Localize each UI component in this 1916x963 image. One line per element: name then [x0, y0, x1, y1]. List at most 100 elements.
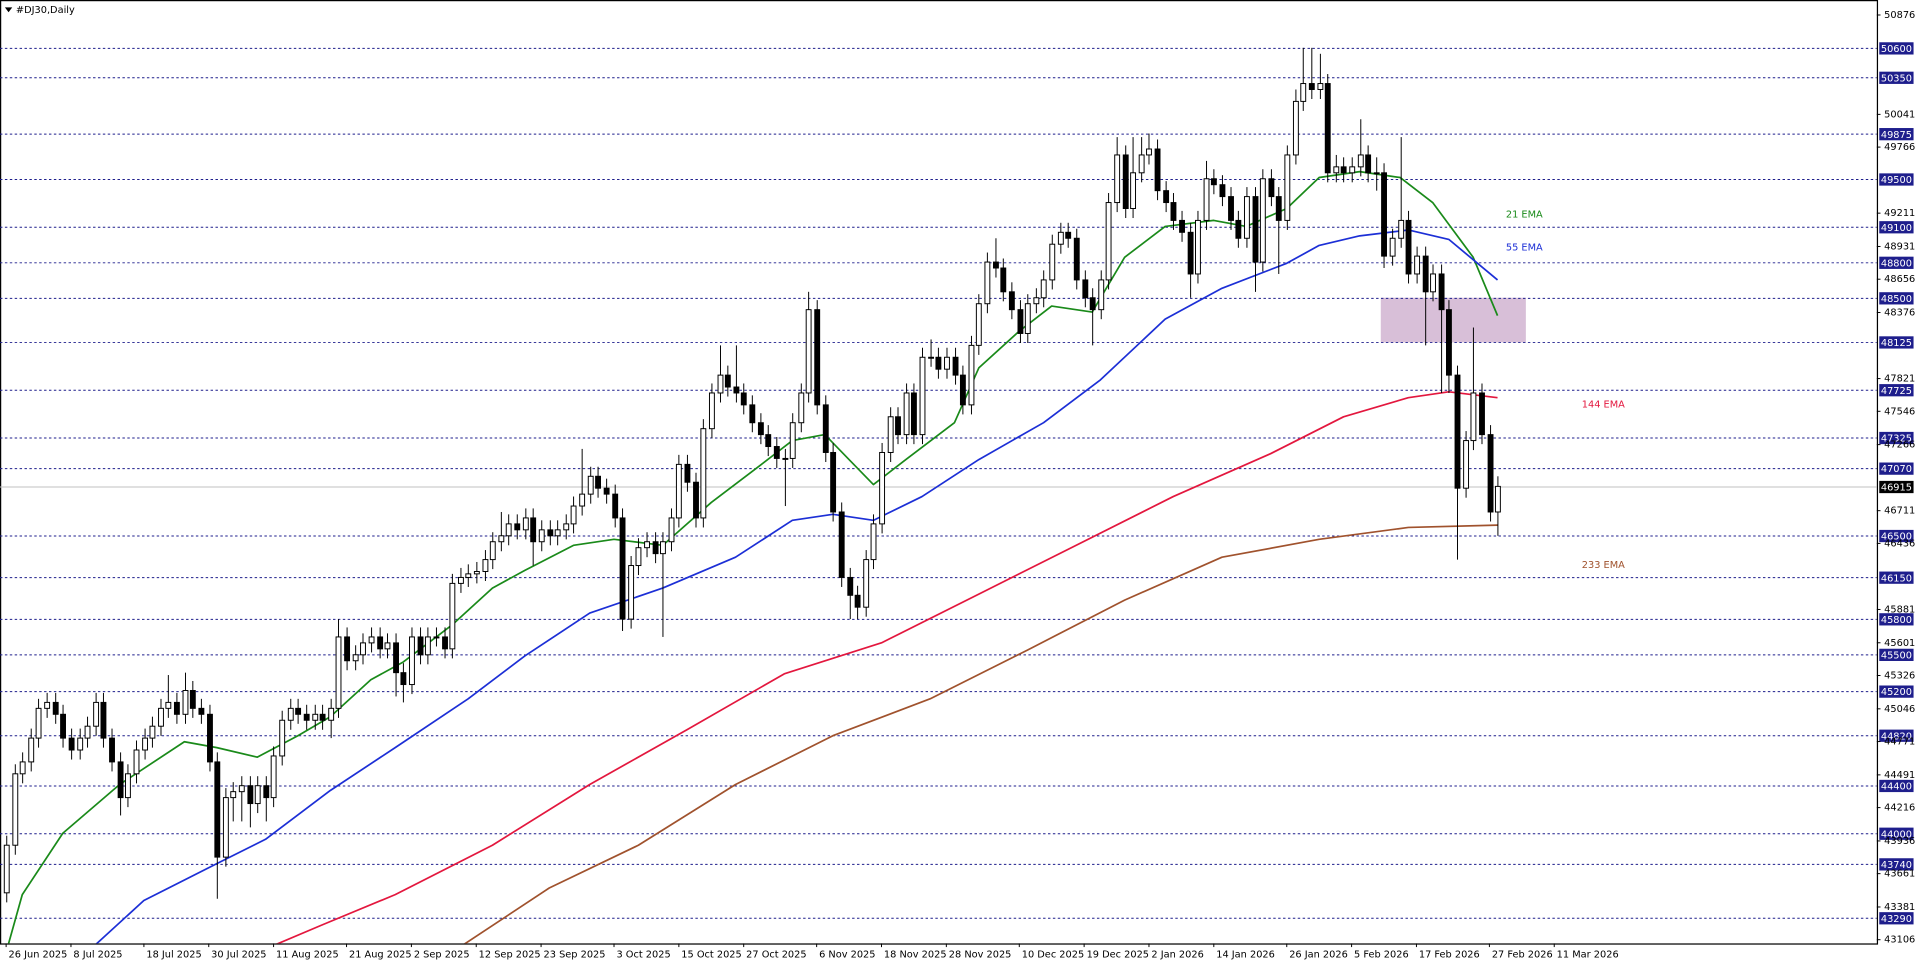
candle-body — [1033, 297, 1040, 305]
level-label-bg — [1879, 462, 1914, 475]
current-price-bg — [1879, 480, 1914, 494]
candle-body — [870, 523, 877, 561]
x-tick-label: 27 Oct 2025 — [746, 949, 806, 960]
candle-body — [652, 541, 659, 555]
y-tick-label: 43381 — [1884, 902, 1915, 913]
candle-body — [1414, 255, 1421, 275]
candle-body — [77, 737, 84, 751]
candle-body — [1373, 172, 1380, 175]
candle-body — [547, 529, 554, 537]
y-tick-label: 47821 — [1884, 374, 1915, 385]
candle-body — [514, 523, 521, 531]
candle-body — [433, 636, 440, 639]
level-label-bg — [1879, 571, 1914, 584]
candle-body — [1170, 202, 1177, 221]
x-tick-label: 21 Aug 2025 — [349, 949, 412, 960]
candle-body — [628, 565, 635, 620]
candle-body — [1259, 178, 1266, 263]
candle-body — [393, 642, 399, 674]
level-label: 49500 — [1881, 175, 1912, 186]
candle-body — [384, 642, 391, 650]
y-tick-label: 47546 — [1884, 406, 1915, 417]
candle-body — [830, 451, 837, 513]
candle-body — [1073, 237, 1080, 281]
candle-body — [424, 636, 431, 656]
candle-body — [1040, 279, 1047, 299]
x-tick-label: 6 Nov 2025 — [819, 949, 875, 960]
candle-body — [360, 642, 366, 656]
candle-body — [1365, 154, 1372, 174]
candle-body — [1228, 196, 1234, 221]
level-label: 44400 — [1881, 782, 1912, 793]
candle-body — [165, 701, 172, 709]
ema-label: 144 EMA — [1582, 399, 1625, 410]
y-tick-label: 48931 — [1884, 241, 1915, 252]
candle-body — [554, 529, 561, 537]
candle-body — [740, 392, 747, 406]
x-tick-label: 30 Jul 2025 — [211, 949, 266, 960]
candle-body — [1105, 202, 1112, 281]
candle-body — [458, 576, 464, 584]
candle-body — [1122, 154, 1129, 209]
candle-body — [1187, 231, 1194, 275]
plot-frame — [0, 0, 1879, 945]
candle-body — [319, 713, 326, 721]
candle-body — [928, 356, 935, 359]
y-tick-label: 46711 — [1884, 506, 1915, 517]
level-label: 48500 — [1881, 294, 1912, 305]
y-tick-label: 43936 — [1884, 836, 1915, 847]
y-tick-label: 46436 — [1884, 538, 1915, 549]
x-tick-label: 5 Feb 2026 — [1354, 949, 1409, 960]
candle-body — [693, 481, 699, 519]
candle-body — [142, 737, 149, 751]
ema-label: 55 EMA — [1506, 242, 1543, 253]
candle-body — [1470, 392, 1477, 442]
candle-body — [44, 701, 51, 709]
candle-body — [1333, 166, 1340, 174]
candle-body — [1300, 83, 1307, 102]
candle-body — [1349, 166, 1356, 174]
candle-body — [1494, 485, 1501, 513]
candle-body — [1317, 83, 1324, 90]
level-label-bg — [1879, 685, 1914, 698]
candle-body — [530, 517, 537, 543]
y-tick-label: 43106 — [1884, 935, 1915, 946]
title-arrow — [4, 7, 13, 13]
candle-body — [993, 261, 999, 269]
candle-body — [400, 672, 407, 686]
candle-body — [1146, 148, 1152, 156]
candle-body — [935, 356, 942, 370]
candle-body — [887, 416, 894, 453]
candle-body — [295, 707, 302, 715]
x-tick-label: 18 Nov 2025 — [884, 949, 947, 960]
candle-body — [100, 701, 107, 739]
candle-body — [263, 785, 270, 799]
y-tick-label: 49211 — [1884, 208, 1915, 219]
candle-body — [335, 636, 342, 709]
level-label: 45200 — [1881, 687, 1912, 698]
candle-body — [198, 707, 205, 715]
candle-body — [1114, 154, 1121, 204]
candle-body — [473, 570, 480, 575]
x-tick-label: 2 Sep 2025 — [414, 949, 470, 960]
candle-body — [814, 309, 821, 406]
candle-body — [1089, 297, 1096, 311]
level-label: 49875 — [1881, 130, 1912, 141]
candle-body — [984, 261, 991, 305]
candle-body — [344, 636, 351, 662]
candle-body — [668, 517, 675, 543]
level-label: 43740 — [1881, 860, 1912, 871]
ema-label: 21 EMA — [1506, 209, 1543, 220]
x-tick-label: 23 Sep 2025 — [544, 949, 606, 960]
candle-body — [1243, 196, 1250, 239]
candle-body — [1405, 219, 1412, 275]
chart-title: #DJ30,Daily — [16, 5, 75, 16]
y-tick-label: 48656 — [1884, 274, 1915, 285]
x-tick-label: 2 Jan 2026 — [1151, 949, 1203, 960]
candle-body — [1235, 219, 1242, 239]
candle-body — [895, 416, 901, 436]
candle-body — [675, 463, 682, 519]
y-tick-label: 48376 — [1884, 308, 1915, 319]
level-label-bg — [1879, 71, 1914, 84]
